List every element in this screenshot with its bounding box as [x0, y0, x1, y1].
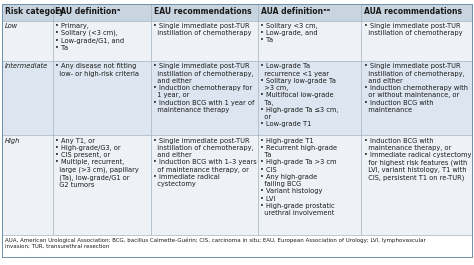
Text: • High-grade T1
• Recurrent high-grade
  Ta
• High-grade Ta >3 cm
• CIS
• Any hi: • High-grade T1 • Recurrent high-grade T… — [261, 138, 337, 216]
Bar — [53, 135, 151, 235]
Bar — [151, 61, 258, 135]
Bar — [258, 135, 361, 235]
Text: • Any disease not fitting
  low- or high-risk criteria: • Any disease not fitting low- or high-r… — [55, 63, 139, 77]
Text: AUA recommendations: AUA recommendations — [364, 7, 462, 16]
Bar — [2, 4, 53, 21]
Text: Risk category: Risk category — [5, 7, 64, 16]
Text: High: High — [5, 138, 20, 144]
Text: • Single immediate post-TUR
  instillation of chemotherapy,
  and either
• Induc: • Single immediate post-TUR instillation… — [154, 63, 255, 113]
Bar — [151, 135, 258, 235]
Text: • Single immediate post-TUR
  instillation of chemotherapy,
  and either
• Induc: • Single immediate post-TUR instillation… — [364, 63, 468, 113]
Bar — [2, 21, 53, 61]
Bar — [361, 135, 472, 235]
Bar — [2, 235, 472, 257]
Bar — [53, 61, 151, 135]
Text: • Single immediate post-TUR
  instillation of chemotherapy: • Single immediate post-TUR instillation… — [154, 23, 252, 36]
Text: • Primary,
• Solitary (<3 cm),
• Low-grade/G1, and
• Ta: • Primary, • Solitary (<3 cm), • Low-gra… — [55, 23, 124, 51]
Bar — [361, 21, 472, 61]
Bar — [2, 61, 53, 135]
Bar — [361, 61, 472, 135]
Text: • Induction BCG with
  maintenance therapy, or
• Immediate radical cystectomy
  : • Induction BCG with maintenance therapy… — [364, 138, 471, 181]
Bar — [2, 135, 53, 235]
Text: • Any T1, or
• High-grade/G3, or
• CIS present, or
• Multiple, recurrent,
  larg: • Any T1, or • High-grade/G3, or • CIS p… — [55, 138, 139, 188]
Text: Intermediate: Intermediate — [5, 63, 48, 69]
Text: AUA, American Urological Association; BCG, bacillus Calmette-Guérin; CIS, carcin: AUA, American Urological Association; BC… — [5, 237, 426, 249]
Text: EAU recommendations: EAU recommendations — [154, 7, 252, 16]
Text: EAU definitionᵃ: EAU definitionᵃ — [55, 7, 121, 16]
Bar — [53, 21, 151, 61]
Text: • Low-grade Ta
  recurrence <1 year
• Solitary low-grade Ta
  >3 cm,
• Multifoca: • Low-grade Ta recurrence <1 year • Soli… — [261, 63, 339, 127]
Bar — [53, 4, 151, 21]
Bar — [258, 4, 361, 21]
Bar — [151, 21, 258, 61]
Text: • Single immediate post-TUR
  instillation of chemotherapy: • Single immediate post-TUR instillation… — [364, 23, 462, 36]
Text: • Solitary <3 cm,
• Low-grade, and
• Ta: • Solitary <3 cm, • Low-grade, and • Ta — [261, 23, 318, 43]
Bar — [258, 21, 361, 61]
Text: • Single immediate post-TUR
  instillation of chemotherapy,
  and either
• Induc: • Single immediate post-TUR instillation… — [154, 138, 257, 187]
Text: AUA definitionᵃᵃ: AUA definitionᵃᵃ — [261, 7, 330, 16]
Text: Low: Low — [5, 23, 18, 29]
Bar — [151, 4, 258, 21]
Bar — [361, 4, 472, 21]
Bar — [258, 61, 361, 135]
